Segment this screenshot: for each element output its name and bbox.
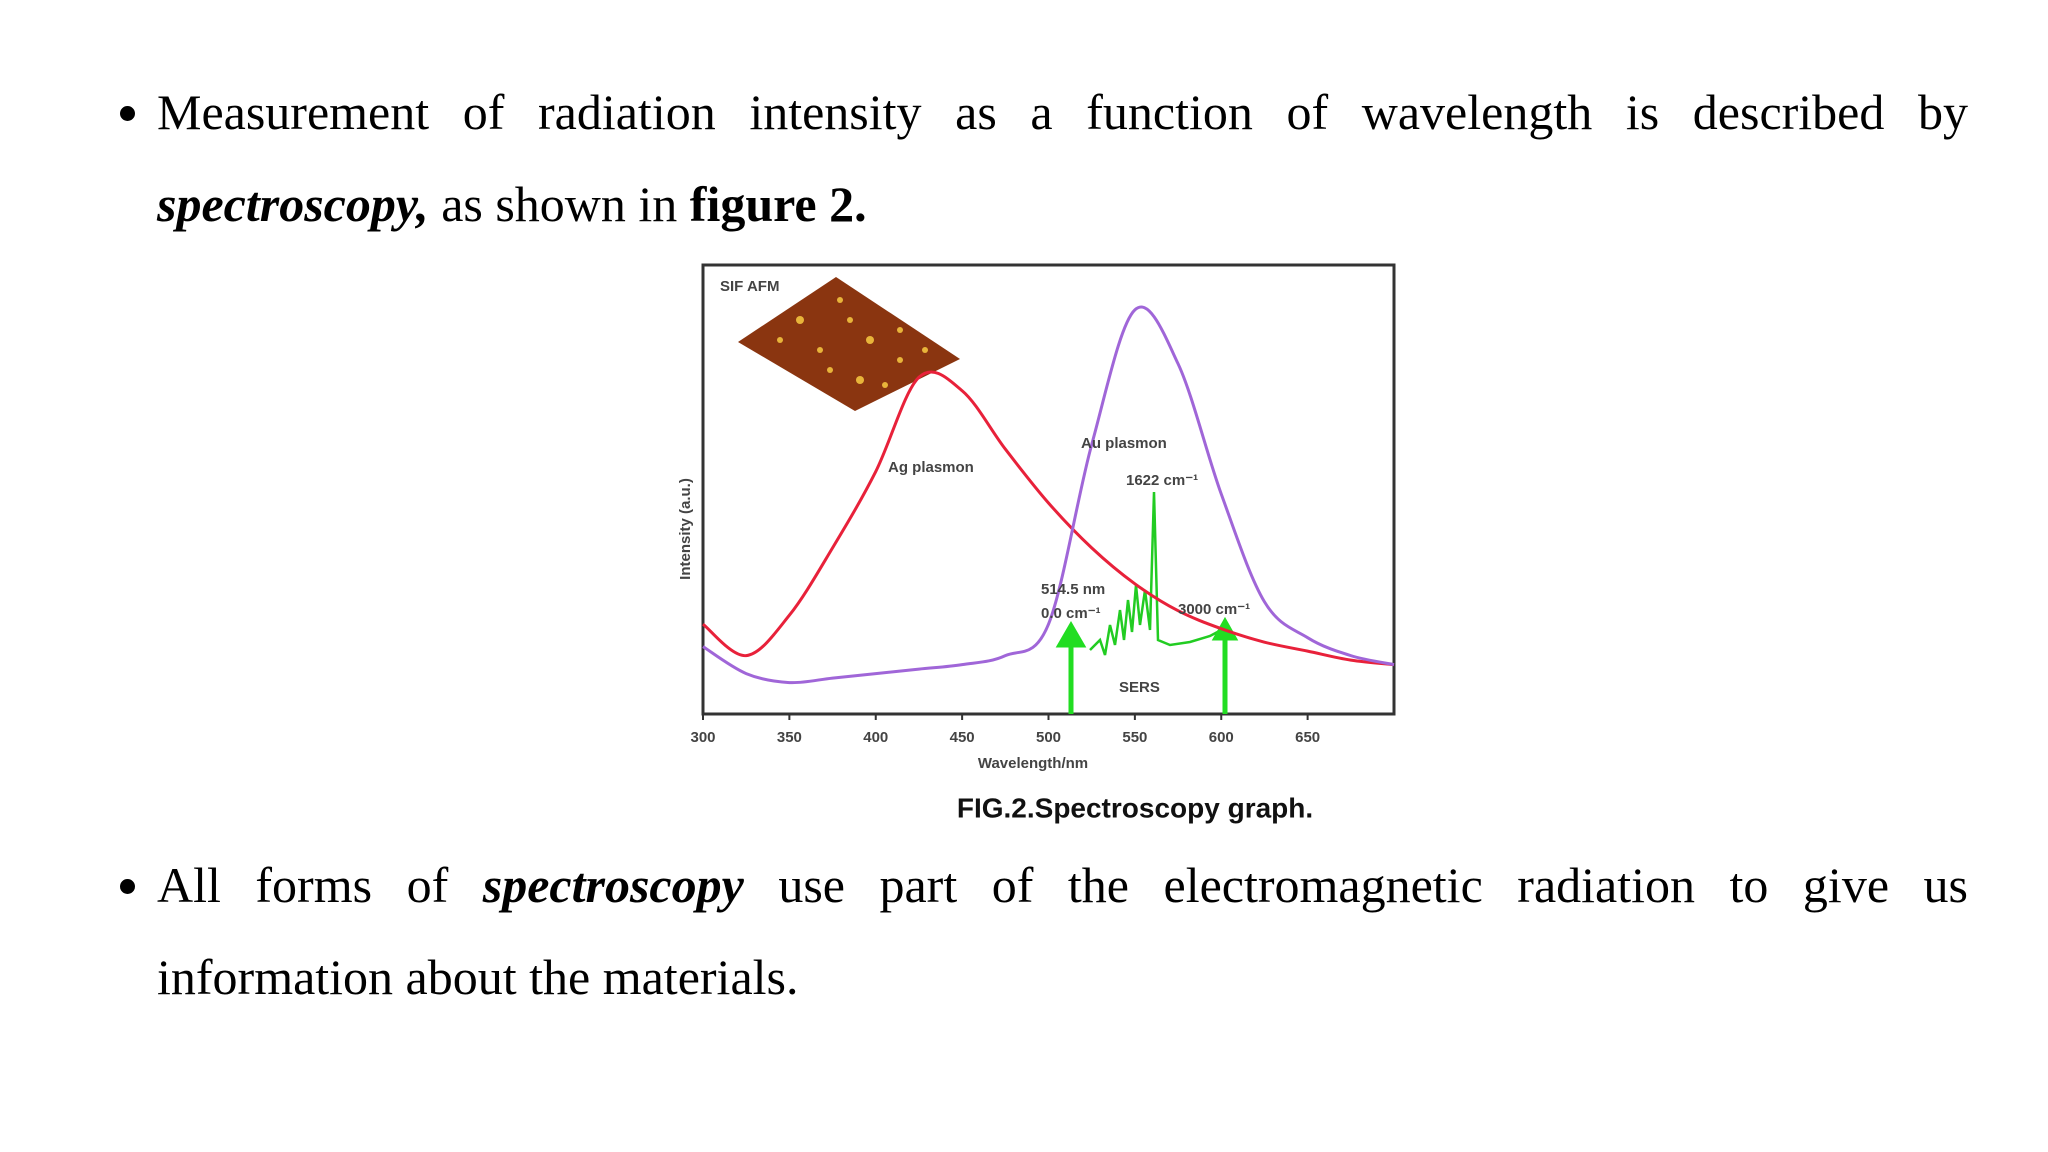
annotation: SIF AFM xyxy=(720,278,779,295)
x-tick-label: 350 xyxy=(777,729,802,746)
text-run: as shown in xyxy=(428,176,690,232)
bullet: All forms of spectroscopy use part of th… xyxy=(157,839,1968,1023)
afm-texture xyxy=(777,297,928,388)
laser-arrows xyxy=(1055,616,1239,714)
x-tick-label: 450 xyxy=(950,729,975,746)
x-tick-label: 500 xyxy=(1036,729,1061,746)
annotation: 0.0 cm⁻¹ xyxy=(1041,605,1101,622)
x-tick-label: 600 xyxy=(1209,729,1234,746)
annotation: 514.5 nm xyxy=(1041,581,1105,598)
y-axis-label: Intensity (a.u.) xyxy=(677,478,694,580)
text-line: spectroscopy, as shown in figure 2. xyxy=(157,158,1968,250)
x-tick-label: 400 xyxy=(863,729,888,746)
text-run: spectroscopy, xyxy=(157,176,429,232)
afm-inset xyxy=(738,277,960,411)
series-label: Au plasmon xyxy=(1081,435,1167,452)
text-run: spectroscopy xyxy=(482,857,744,913)
text-run: All forms of xyxy=(157,857,483,913)
x-axis-label: Wavelength/nm xyxy=(978,755,1088,772)
text-run: information about the materials. xyxy=(157,949,799,1005)
x-tick-label: 650 xyxy=(1295,729,1320,746)
text-line: information about the materials. xyxy=(157,931,1968,1023)
bullet-item: Measurement of radiation intensity as a … xyxy=(157,66,1968,250)
text-line: Measurement of radiation intensity as a … xyxy=(157,66,1968,158)
annotation: 3000 cm⁻¹ xyxy=(1178,601,1250,618)
bullet-item: All forms of spectroscopy use part of th… xyxy=(157,839,1968,1023)
series-line xyxy=(702,305,1395,685)
figure-caption: FIG.2.Spectroscopy graph. xyxy=(957,792,1313,823)
series-line xyxy=(702,370,1395,667)
x-tick-label: 300 xyxy=(690,729,715,746)
annotation: SERS xyxy=(1119,679,1160,696)
text-run: Measurement of radiation intensity as a … xyxy=(157,84,1968,140)
bullet: Measurement of radiation intensity as a … xyxy=(157,66,1968,250)
series-label: Ag plasmon xyxy=(888,459,974,476)
text-run: use part of the electromagnetic radiatio… xyxy=(743,857,1968,913)
text-line: All forms of spectroscopy use part of th… xyxy=(157,839,1968,931)
x-tick-label: 550 xyxy=(1122,729,1147,746)
annotation: 1622 cm⁻¹ xyxy=(1126,472,1198,489)
text-run: figure 2. xyxy=(689,176,867,232)
